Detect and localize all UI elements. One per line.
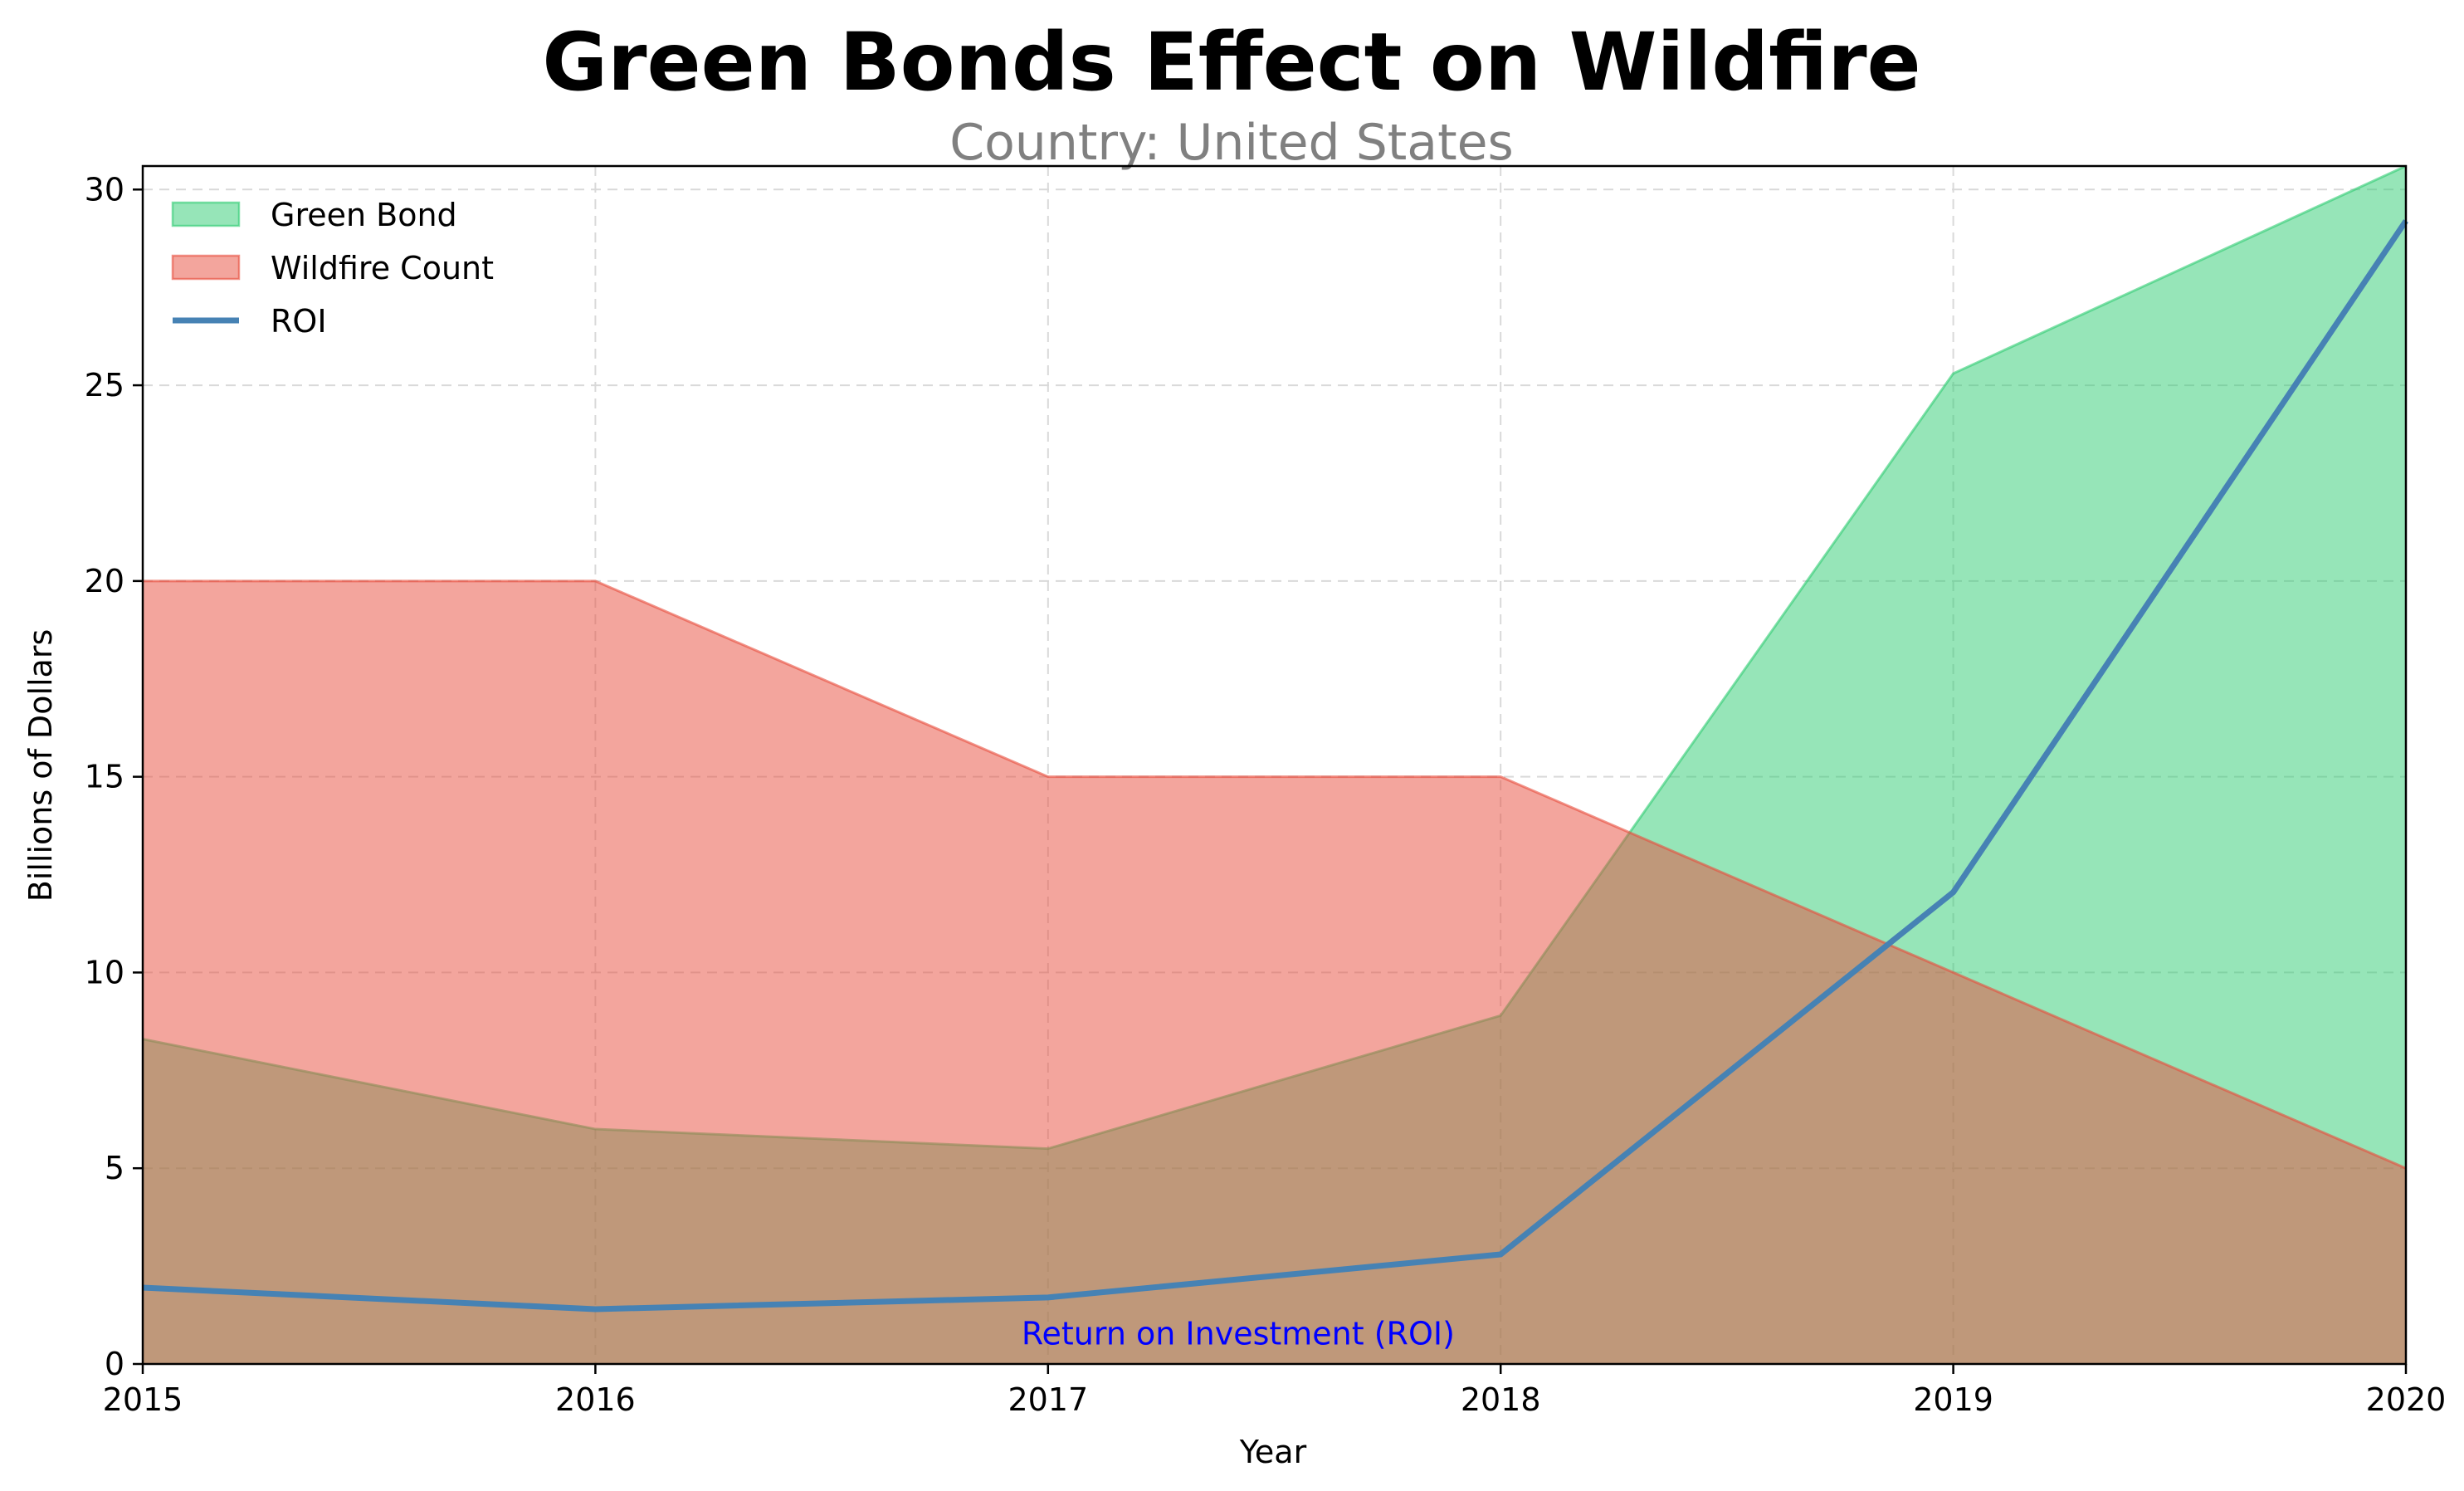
axis-ticks: 2015 2016 2017 2018 2019 2020 0 5 10 15 20 25 30 bbox=[85, 171, 2447, 1418]
y-tick-label: 15 bbox=[85, 759, 124, 795]
chart-title: Green Bonds Effect on Wildfire bbox=[542, 16, 1920, 109]
line-roi bbox=[142, 219, 2408, 1313]
legend-label: ROI bbox=[271, 303, 327, 340]
y-tick-label: 0 bbox=[105, 1346, 124, 1382]
line-series bbox=[142, 219, 2408, 1313]
x-tick-label: 2016 bbox=[555, 1381, 636, 1418]
x-tick-label: 2020 bbox=[2366, 1381, 2447, 1418]
annotations: Return on Investment (ROI) bbox=[1022, 1315, 1455, 1352]
y-axis-label: Billions of Dollars bbox=[22, 629, 59, 902]
x-tick-label: 2017 bbox=[1008, 1381, 1088, 1418]
x-tick-label: 2018 bbox=[1461, 1381, 1541, 1418]
annotation-text: Return on Investment (ROI) bbox=[1022, 1315, 1455, 1352]
y-tick-label: 10 bbox=[85, 954, 124, 990]
plot-frame bbox=[141, 164, 2408, 1366]
y-tick-label: 5 bbox=[105, 1150, 124, 1186]
legend-label: Green Bond bbox=[271, 197, 457, 233]
y-tick-label: 20 bbox=[85, 563, 124, 599]
y-tick-label: 25 bbox=[85, 367, 124, 403]
area-series bbox=[142, 164, 2407, 1364]
area-wildfire-count bbox=[143, 580, 2406, 1364]
x-axis-label: Year bbox=[1239, 1434, 1307, 1470]
y-tick-label: 30 bbox=[85, 171, 124, 208]
x-tick-label: 2019 bbox=[1913, 1381, 1993, 1418]
area-edge-wildfire-count bbox=[143, 579, 2407, 1170]
chart-subtitle: Country: United States bbox=[949, 114, 1514, 172]
legend-swatch bbox=[171, 254, 241, 281]
legend-swatch bbox=[171, 201, 241, 227]
legend: Green Bond Wildfire Count ROI bbox=[171, 197, 494, 340]
x-tick-label: 2015 bbox=[103, 1381, 183, 1418]
legend-label: Wildfire Count bbox=[271, 250, 494, 286]
